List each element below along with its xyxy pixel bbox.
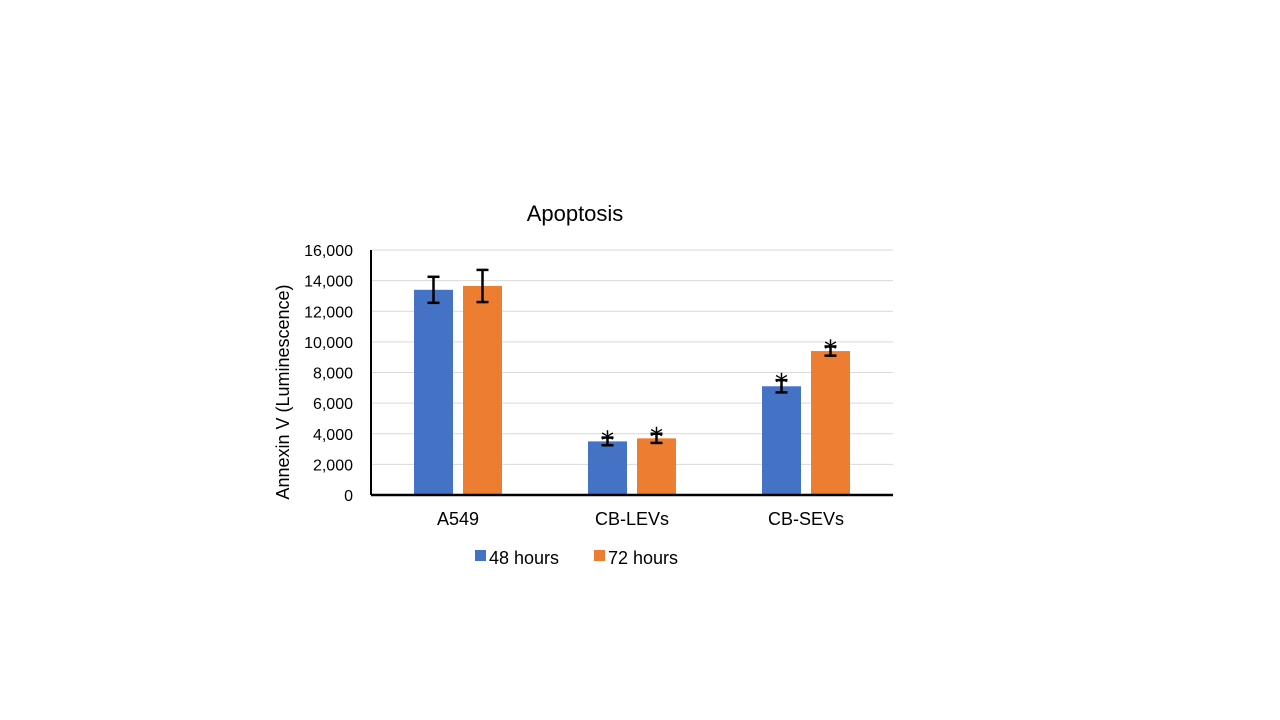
- significance-marker: *: [824, 335, 837, 365]
- bar: [463, 285, 502, 495]
- legend-swatch: [475, 550, 486, 561]
- chart-title: Apoptosis: [527, 201, 624, 226]
- legend: 48 hours 72 hours: [475, 548, 678, 568]
- legend-label: 48 hours: [489, 548, 559, 568]
- y-tick-label: 2,000: [313, 457, 353, 474]
- significance-marker: *: [650, 423, 663, 453]
- y-tick-label: 10,000: [304, 335, 353, 352]
- y-tick-label: 6,000: [313, 396, 353, 413]
- bars: [414, 285, 850, 495]
- y-tick-label: 16,000: [304, 243, 353, 260]
- bar: [637, 438, 676, 495]
- x-tick-label: CB-SEVs: [768, 509, 844, 529]
- gridlines: [371, 249, 893, 465]
- x-tick-label: A549: [437, 509, 479, 529]
- y-tick-label: 0: [344, 488, 353, 505]
- bar: [414, 289, 453, 495]
- bar: [588, 441, 627, 495]
- significance-marker: *: [775, 369, 788, 399]
- y-tick-label: 14,000: [304, 274, 353, 291]
- bar: [762, 386, 801, 495]
- error-bars: [427, 268, 837, 447]
- y-tick-label: 4,000: [313, 427, 353, 444]
- labels: 0 2,000 4,000 6,000 8,000 10,000 12,000 14,000 1…: [304, 243, 844, 529]
- y-tick-label: 12,000: [304, 304, 353, 321]
- legend-swatch: [594, 550, 605, 561]
- axes: [370, 250, 893, 497]
- y-tick-label: 8,000: [313, 366, 353, 383]
- y-axis-title: Annexin V (Luminescence): [273, 284, 293, 499]
- bar: [811, 351, 850, 495]
- significance-marker: *: [601, 427, 614, 457]
- legend-label: 72 hours: [608, 548, 678, 568]
- x-tick-label: CB-LEVs: [595, 509, 669, 529]
